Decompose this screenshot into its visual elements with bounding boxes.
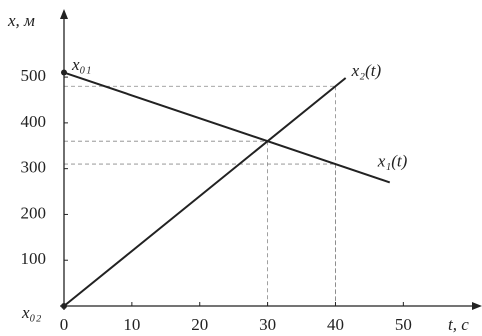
- y-tick-label: 500: [21, 66, 47, 85]
- x-tick-label: 50: [395, 315, 412, 334]
- annotation: x₀₂: [21, 303, 41, 322]
- x-tick-label: 0: [60, 315, 69, 334]
- x-axis-arrow: [472, 302, 482, 310]
- y-tick-label: 200: [21, 203, 47, 222]
- x-tick-label: 10: [123, 315, 140, 334]
- x-axis-label: t, с: [448, 315, 469, 334]
- series-label: x₁(t): [377, 151, 408, 170]
- y-tick-label: 100: [21, 249, 47, 268]
- x-tick-label: 30: [259, 315, 276, 334]
- annotation: x₀₁: [71, 55, 91, 74]
- y-axis-label: x, м: [7, 11, 35, 30]
- y-axis-arrow: [60, 9, 68, 19]
- chart: x, м t, с x₀₁ x₀₂ 0 10 20 30 40 50 100 200 300 40…: [0, 0, 482, 336]
- y-tick-label: 400: [21, 112, 47, 131]
- start-point: [61, 303, 67, 309]
- series-label: x₂(t): [351, 61, 382, 80]
- series-line: [64, 73, 390, 183]
- x-tick-label: 20: [191, 315, 208, 334]
- y-tick-label: 300: [21, 158, 47, 177]
- x-tick-label: 40: [327, 315, 344, 334]
- series-line: [64, 78, 346, 306]
- start-point: [61, 70, 67, 76]
